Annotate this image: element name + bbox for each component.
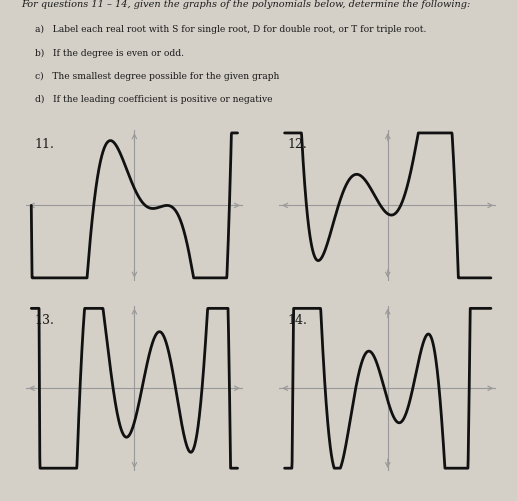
Text: For questions 11 – 14, given the graphs of the polynomials below, determine the : For questions 11 – 14, given the graphs … [21,0,470,9]
Text: d)   If the leading coefficient is positive or negative: d) If the leading coefficient is positiv… [35,95,272,104]
Text: b)   If the degree is even or odd.: b) If the degree is even or odd. [35,49,184,58]
Text: a)   Label each real root with S for single root, D for double root, or T for tr: a) Label each real root with S for singl… [35,26,427,35]
Text: 13.: 13. [34,314,54,327]
Text: 12.: 12. [287,138,307,151]
Text: 14.: 14. [287,314,307,327]
Text: 11.: 11. [34,138,54,151]
Text: c)   The smallest degree possible for the given graph: c) The smallest degree possible for the … [35,72,279,81]
